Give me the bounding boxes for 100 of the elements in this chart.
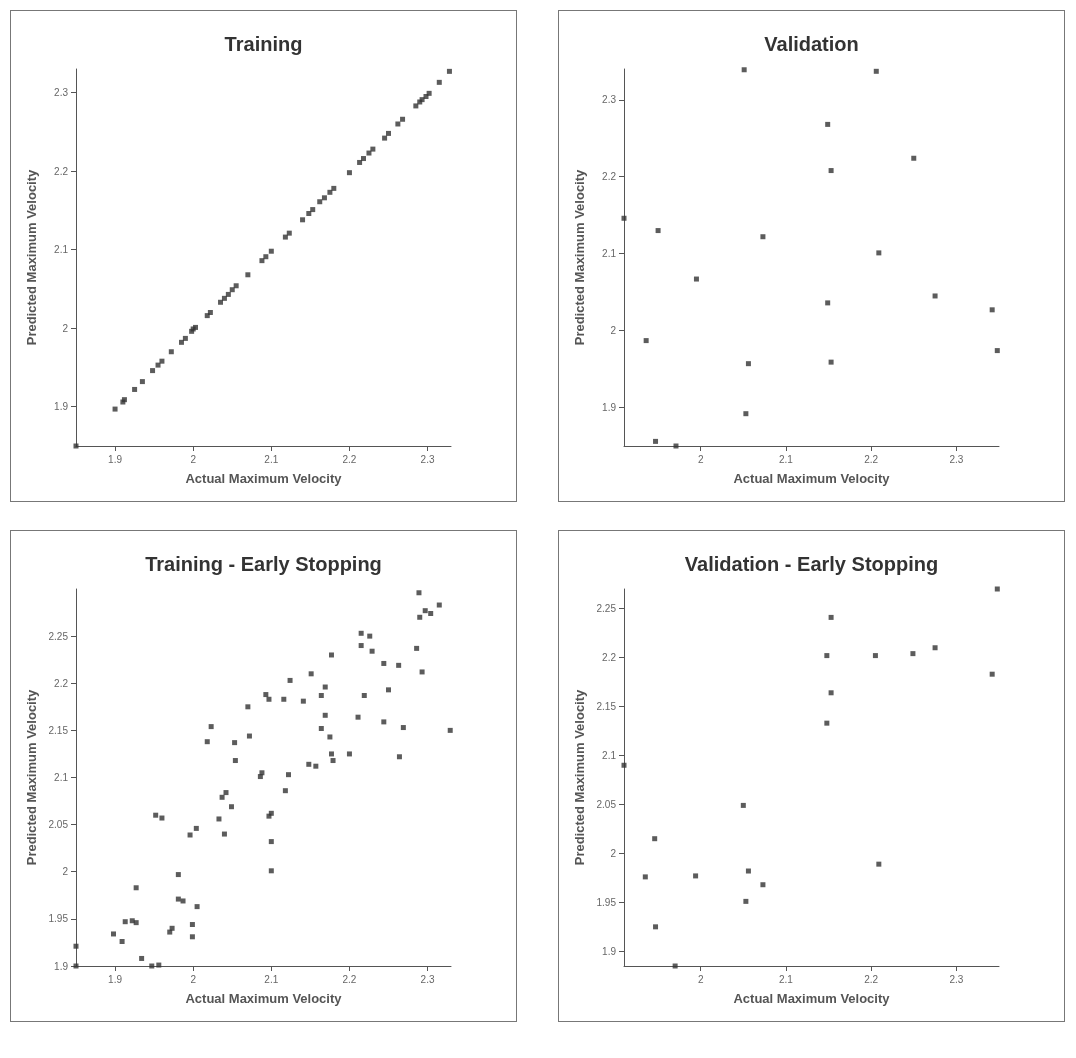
point — [828, 168, 834, 174]
x-tick-label: 1.9 — [108, 973, 123, 985]
point — [989, 671, 995, 677]
point — [994, 586, 1000, 592]
point — [112, 406, 118, 412]
point — [932, 293, 938, 299]
point — [621, 215, 627, 221]
y-axis-title: Predicted Maximum Velocity — [24, 168, 39, 346]
point — [652, 836, 658, 842]
x-tick-label: 2.3 — [949, 453, 964, 465]
y-tick-label: 1.9 — [54, 960, 69, 972]
point — [828, 614, 834, 620]
point — [321, 195, 327, 201]
point — [395, 121, 401, 127]
point — [873, 68, 879, 74]
y-tick-label: 1.9 — [602, 402, 617, 414]
x-tick-label: 1.9 — [108, 453, 123, 465]
point — [876, 250, 882, 256]
y-tick-label: 2.1 — [602, 248, 617, 260]
point — [876, 861, 882, 867]
point — [382, 135, 388, 141]
x-tick-label: 2 — [697, 453, 704, 465]
y-tick-label: 2.15 — [48, 724, 69, 736]
point — [259, 258, 265, 264]
x-tick-label: 2.2 — [342, 453, 357, 465]
y-tick-label: 2.3 — [54, 87, 69, 99]
point — [245, 272, 251, 278]
point — [673, 443, 679, 449]
point — [745, 361, 751, 367]
y-tick-label: 2.3 — [602, 94, 617, 106]
point — [825, 121, 831, 127]
chart-title: Validation — [764, 33, 859, 55]
x-tick-label: 2.1 — [264, 973, 279, 985]
point — [760, 882, 766, 888]
point — [653, 924, 659, 930]
chart-title: Training — [224, 33, 303, 55]
y-tick-label: 2 — [62, 866, 69, 878]
x-tick-label: 2.1 — [264, 453, 279, 465]
point — [824, 653, 830, 659]
x-tick-label: 2.2 — [864, 453, 879, 465]
point — [400, 116, 406, 122]
point — [693, 276, 699, 282]
point — [218, 299, 224, 305]
point — [436, 79, 442, 85]
x-tick-label: 2.3 — [420, 973, 435, 985]
point — [139, 379, 145, 385]
point — [159, 358, 165, 364]
point — [263, 254, 269, 260]
point — [132, 386, 138, 392]
y-tick-label: 2.1 — [54, 772, 69, 783]
point — [672, 963, 678, 969]
point — [310, 207, 316, 213]
point — [828, 359, 834, 365]
y-tick-label: 2.2 — [602, 171, 617, 183]
point — [932, 645, 938, 651]
point — [331, 185, 337, 191]
point — [911, 155, 917, 161]
y-tick-label: 1.9 — [602, 945, 617, 957]
x-tick-label: 2 — [697, 973, 704, 985]
point — [327, 189, 333, 195]
point — [741, 67, 747, 73]
point — [282, 234, 288, 240]
point — [643, 338, 649, 344]
point — [233, 283, 239, 289]
point — [824, 720, 830, 726]
point — [225, 291, 231, 297]
point — [413, 103, 419, 109]
point — [621, 762, 627, 768]
y-axis-title: Predicted Maximum Velocity — [23, 688, 39, 866]
y-tick-label: 2.2 — [54, 165, 69, 177]
point — [743, 411, 749, 417]
point — [317, 199, 323, 205]
point — [642, 874, 648, 880]
y-tick-label: 2.1 — [54, 244, 69, 256]
point — [825, 300, 831, 306]
y-tick-label: 2.25 — [48, 630, 69, 642]
point — [346, 170, 352, 176]
point — [229, 287, 235, 293]
point — [306, 211, 312, 217]
point — [168, 349, 174, 355]
y-tick-label: 2.05 — [596, 798, 617, 810]
point — [760, 234, 766, 240]
point — [743, 898, 749, 904]
point — [155, 362, 161, 368]
x-tick-label: 2 — [190, 453, 197, 465]
y-tick-label: 2.2 — [602, 652, 617, 664]
y-tick-label: 2 — [610, 325, 617, 337]
point — [300, 217, 306, 223]
y-tick-label: 1.95 — [596, 896, 617, 908]
x-axis-title: Actual Maximum Velocity — [185, 471, 343, 486]
y-tick-label: 2.05 — [48, 819, 69, 831]
y-axis-title: Predicted Maximum Velocity — [571, 688, 587, 866]
x-tick-label: 2.2 — [342, 973, 357, 985]
y-axis-title: Predicted Maximum Velocity — [572, 168, 587, 346]
point — [426, 90, 432, 96]
x-tick-label: 2.3 — [420, 453, 435, 465]
point — [150, 368, 156, 374]
y-tick-label: 2 — [62, 322, 69, 334]
chart-title: Training - Early Stopping — [145, 553, 382, 575]
x-axis-title: Actual Maximum Velocity — [733, 991, 891, 1006]
